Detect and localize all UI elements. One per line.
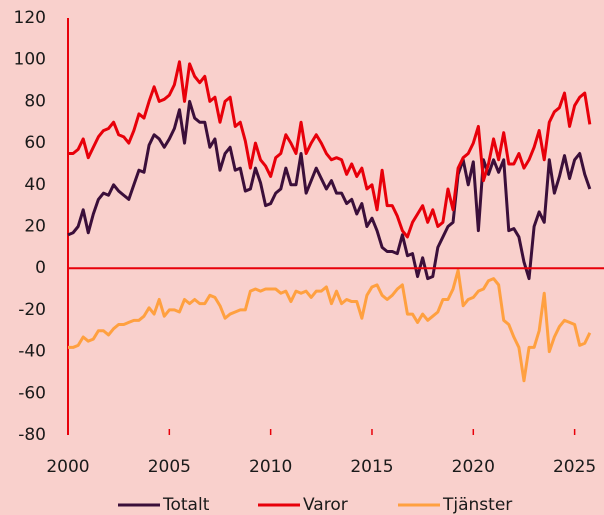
series-line [67,99,592,281]
x-tick-label: 2010 [249,457,292,477]
legend-label: Varor [303,495,348,515]
legend-label: Totalt [162,495,210,515]
y-tick-label: 40 [24,175,46,195]
y-tick-label: -40 [18,342,46,362]
legend-label: Tjänster [442,495,512,515]
series-line [68,268,592,383]
y-tick-label: -60 [18,383,46,403]
series-line [68,60,592,239]
y-tick-label: -20 [18,300,46,320]
x-tick-label: 2025 [553,457,596,477]
y-tick-label: -80 [18,425,46,445]
x-tick-label: 2015 [350,457,393,477]
y-tick-label: 100 [14,50,46,70]
y-tick-label: 20 [24,217,46,237]
x-tick-label: 2000 [46,457,89,477]
y-tick-label: 0 [35,258,46,278]
x-tick-label: 2020 [452,457,495,477]
y-tick-label: 60 [24,133,46,153]
x-tick-label: 2005 [148,457,191,477]
y-tick-label: 80 [24,91,46,111]
y-tick-label: 120 [14,8,46,28]
